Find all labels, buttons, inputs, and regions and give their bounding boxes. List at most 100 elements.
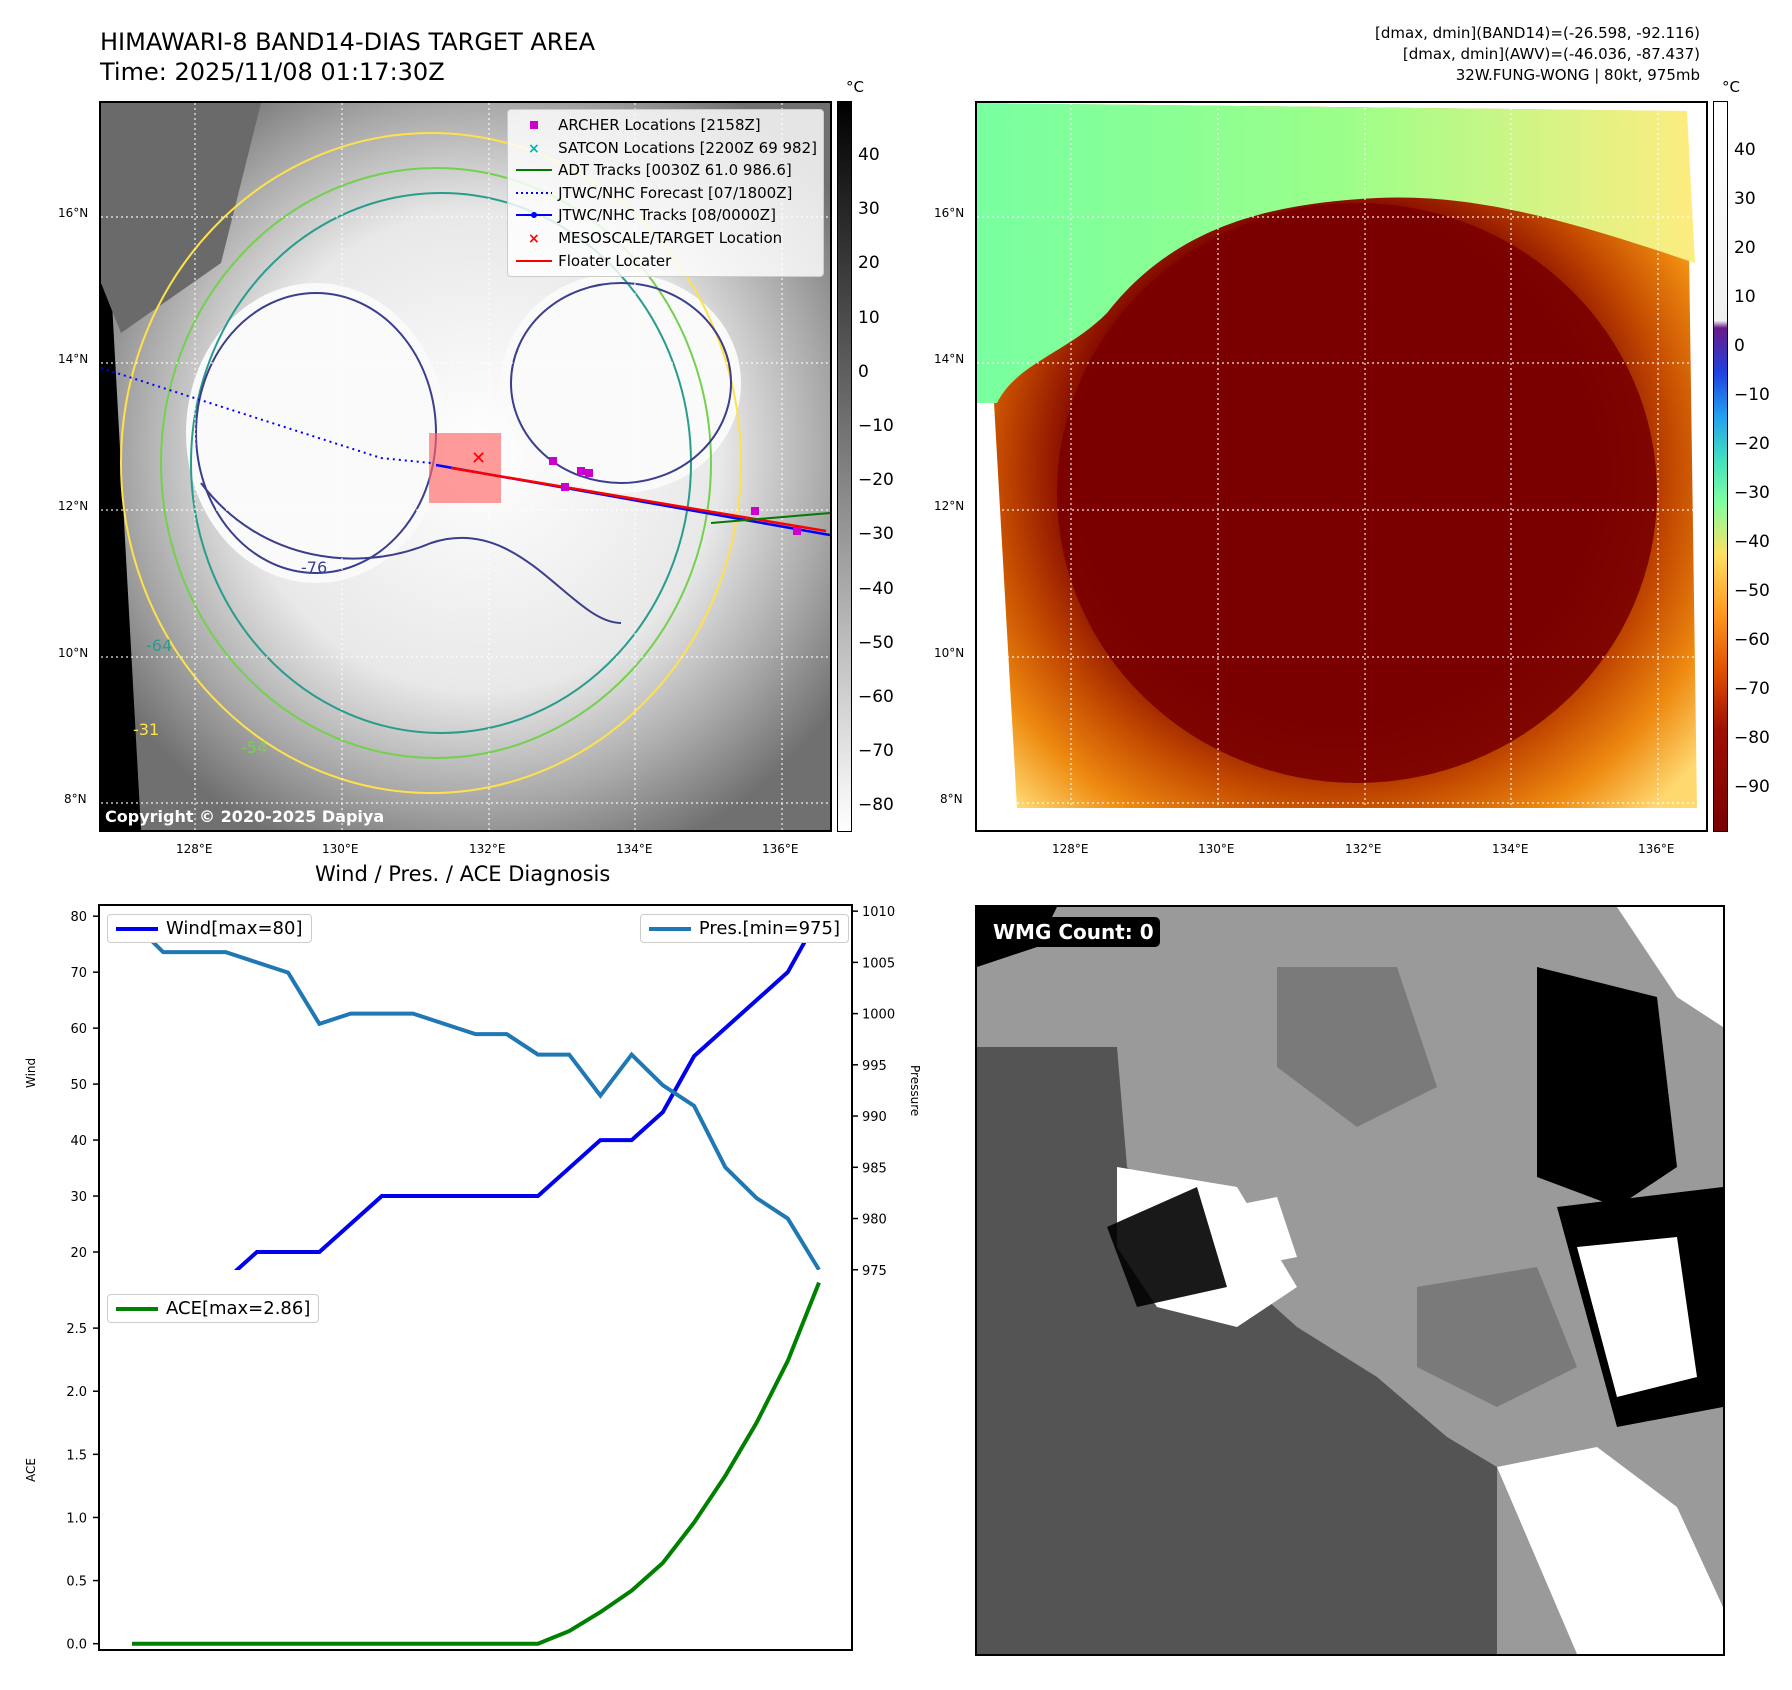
lat-label: 12°N xyxy=(58,499,89,513)
dmax-band14: [dmax, dmin](BAND14)=(-26.598, -92.116) xyxy=(1375,24,1700,42)
gray-colorbar-tick: −20 xyxy=(858,470,894,491)
y2-tick-label: 980 xyxy=(862,1213,887,1228)
y-tick-label: 70 xyxy=(70,966,87,981)
y2-tick-label: 1005 xyxy=(862,956,895,971)
wind-pressure-chart: 20 30 40 50 60 70 80 975 980 985 990 995 1000 1005 101… xyxy=(70,904,895,1282)
y-tick-label: 2.0 xyxy=(66,1385,87,1400)
dmax-awv: [dmax, dmin](AWV)=(-46.036, -87.437) xyxy=(1402,45,1700,63)
gray-colorbar-tick: −40 xyxy=(858,578,894,599)
gray-colorbar xyxy=(837,101,852,832)
lat-label: 10°N xyxy=(934,646,965,660)
color-colorbar-tick: 0 xyxy=(1734,336,1745,356)
color-colorbar-tick: −20 xyxy=(1734,434,1770,454)
copyright-text: Copyright © 2020-2025 Dapiya xyxy=(105,807,385,826)
gray-colorbar-tick: −10 xyxy=(858,416,894,436)
storm-info: 32W.FUNG-WONG | 80kt, 975mb xyxy=(1455,66,1700,84)
color-colorbar-tick: −30 xyxy=(1734,483,1770,503)
adt-track xyxy=(710,512,830,524)
contour-label: -76 xyxy=(301,558,327,577)
color-colorbar-tick: −80 xyxy=(1734,728,1770,748)
color-colorbar-tick: 40 xyxy=(1734,140,1756,160)
series-line xyxy=(132,915,821,1282)
color-colorbar-tick: 30 xyxy=(1734,189,1756,209)
contour-label: -54 xyxy=(241,738,267,757)
lat-label: 14°N xyxy=(58,352,89,366)
y-tick-label: 30 xyxy=(70,1190,87,1205)
lon-label: 132°E xyxy=(469,842,506,856)
y2-tick-label: 995 xyxy=(862,1059,887,1074)
y-tick-label: 80 xyxy=(70,910,87,925)
gray-colorbar-tick: 30 xyxy=(858,199,880,220)
ace-legend: ACE[max=2.86] xyxy=(107,1294,320,1323)
color-colorbar-tick: −70 xyxy=(1734,679,1770,699)
gray-colorbar-tick: −80 xyxy=(858,795,894,816)
svg-text:✕: ✕ xyxy=(471,448,486,469)
gray-colorbar-tick: −30 xyxy=(858,524,894,545)
chart-time: Time: 2025/11/08 01:17:30Z xyxy=(100,58,445,86)
color-colorbar-tick: 20 xyxy=(1734,238,1756,258)
lat-label: 12°N xyxy=(934,499,965,513)
color-colorbar-tick: −40 xyxy=(1734,532,1770,552)
y-tick-label: 0.0 xyxy=(66,1638,87,1653)
y-tick-label: 0.5 xyxy=(66,1575,87,1590)
chart-title: HIMAWARI-8 BAND14-DIAS TARGET AREA xyxy=(100,28,596,56)
legend-mesoscale: × MESOSCALE/TARGET Location xyxy=(528,228,783,247)
awv-map-panel xyxy=(975,101,1708,832)
gray-colorbar-tick: 10 xyxy=(858,307,880,328)
svg-text:×: × xyxy=(528,231,540,247)
lon-label: 130°E xyxy=(1198,842,1235,856)
y2-tick-label: 1000 xyxy=(862,1008,895,1023)
legend-jtwc: JTWC/NHC Tracks [08/0000Z] xyxy=(514,204,817,227)
lon-label: 132°E xyxy=(1345,842,1382,856)
y2-tick-label: 985 xyxy=(862,1161,887,1176)
y2-tick-label: 990 xyxy=(862,1110,887,1125)
lat-label: 8°N xyxy=(940,792,963,806)
y-tick-label: 50 xyxy=(70,1078,87,1093)
color-colorbar-tick: −60 xyxy=(1734,630,1770,650)
wmg-panel: WMG Count: 0 xyxy=(975,905,1725,1656)
pressure-ylabel: Pressure xyxy=(908,1065,922,1117)
contour-label: -64 xyxy=(146,636,172,655)
y-tick-label: 1.5 xyxy=(66,1448,87,1463)
contour-label: -31 xyxy=(133,720,159,739)
forecast-track xyxy=(101,367,432,464)
lon-label: 134°E xyxy=(1492,842,1529,856)
ace-ylabel: ACE xyxy=(24,1458,38,1482)
svg-text:×: × xyxy=(528,141,540,157)
lat-label: 10°N xyxy=(58,646,89,660)
lat-label: 16°N xyxy=(934,206,965,220)
awv-map xyxy=(977,103,1706,830)
color-colorbar-tick: −10 xyxy=(1734,385,1770,405)
ir-map: ✕ -64 -54 -31 -76 xyxy=(101,103,830,830)
diagnosis-title: Wind / Pres. / ACE Diagnosis xyxy=(315,862,611,886)
y-tick-label: 40 xyxy=(70,1134,87,1149)
floater-track xyxy=(450,466,827,533)
ir-map-panel: ✕ -64 -54 -31 -76 Copyright © 2020-2025 … xyxy=(99,101,832,832)
color-colorbar-tick: −50 xyxy=(1734,581,1770,601)
floater-target-box xyxy=(429,433,501,503)
lat-label: 14°N xyxy=(934,352,965,366)
gray-colorbar-tick: −70 xyxy=(858,741,894,762)
lon-label: 130°E xyxy=(322,842,359,856)
lat-label: 16°N xyxy=(58,206,89,220)
lon-label: 128°E xyxy=(1052,842,1089,856)
wind-ylabel: Wind xyxy=(24,1057,38,1088)
legend-satcon: × SATCON Locations [2200Z 69 982] xyxy=(528,138,817,157)
series-line xyxy=(132,1281,821,1646)
y2-tick-label: 1010 xyxy=(862,905,895,920)
y2-tick-label: 975 xyxy=(862,1264,887,1279)
gray-colorbar-tick: 40 xyxy=(858,145,880,165)
series-line xyxy=(130,919,821,1271)
wmg-count-badge: WMG Count: 0 xyxy=(987,917,1160,947)
lat-label: 8°N xyxy=(64,792,87,806)
wmg-image xyxy=(977,907,1723,1654)
ace-chart: 0.0 0.5 1.0 1.5 2.0 2.5 3.0 xyxy=(66,1270,853,1653)
legend-forecast: JTWC/NHC Forecast [07/1800Z] xyxy=(516,183,793,202)
lon-label: 136°E xyxy=(762,842,799,856)
map-legend: ARCHER Locations [2158Z] × SATCON Locatio… xyxy=(507,109,824,278)
colorbar-unit: °C xyxy=(846,78,864,96)
lon-label: 136°E xyxy=(1638,842,1675,856)
color-colorbar-tick: 10 xyxy=(1734,287,1756,307)
color-colorbar-tick: −90 xyxy=(1734,777,1770,797)
gray-colorbar-tick: 0 xyxy=(858,361,869,382)
